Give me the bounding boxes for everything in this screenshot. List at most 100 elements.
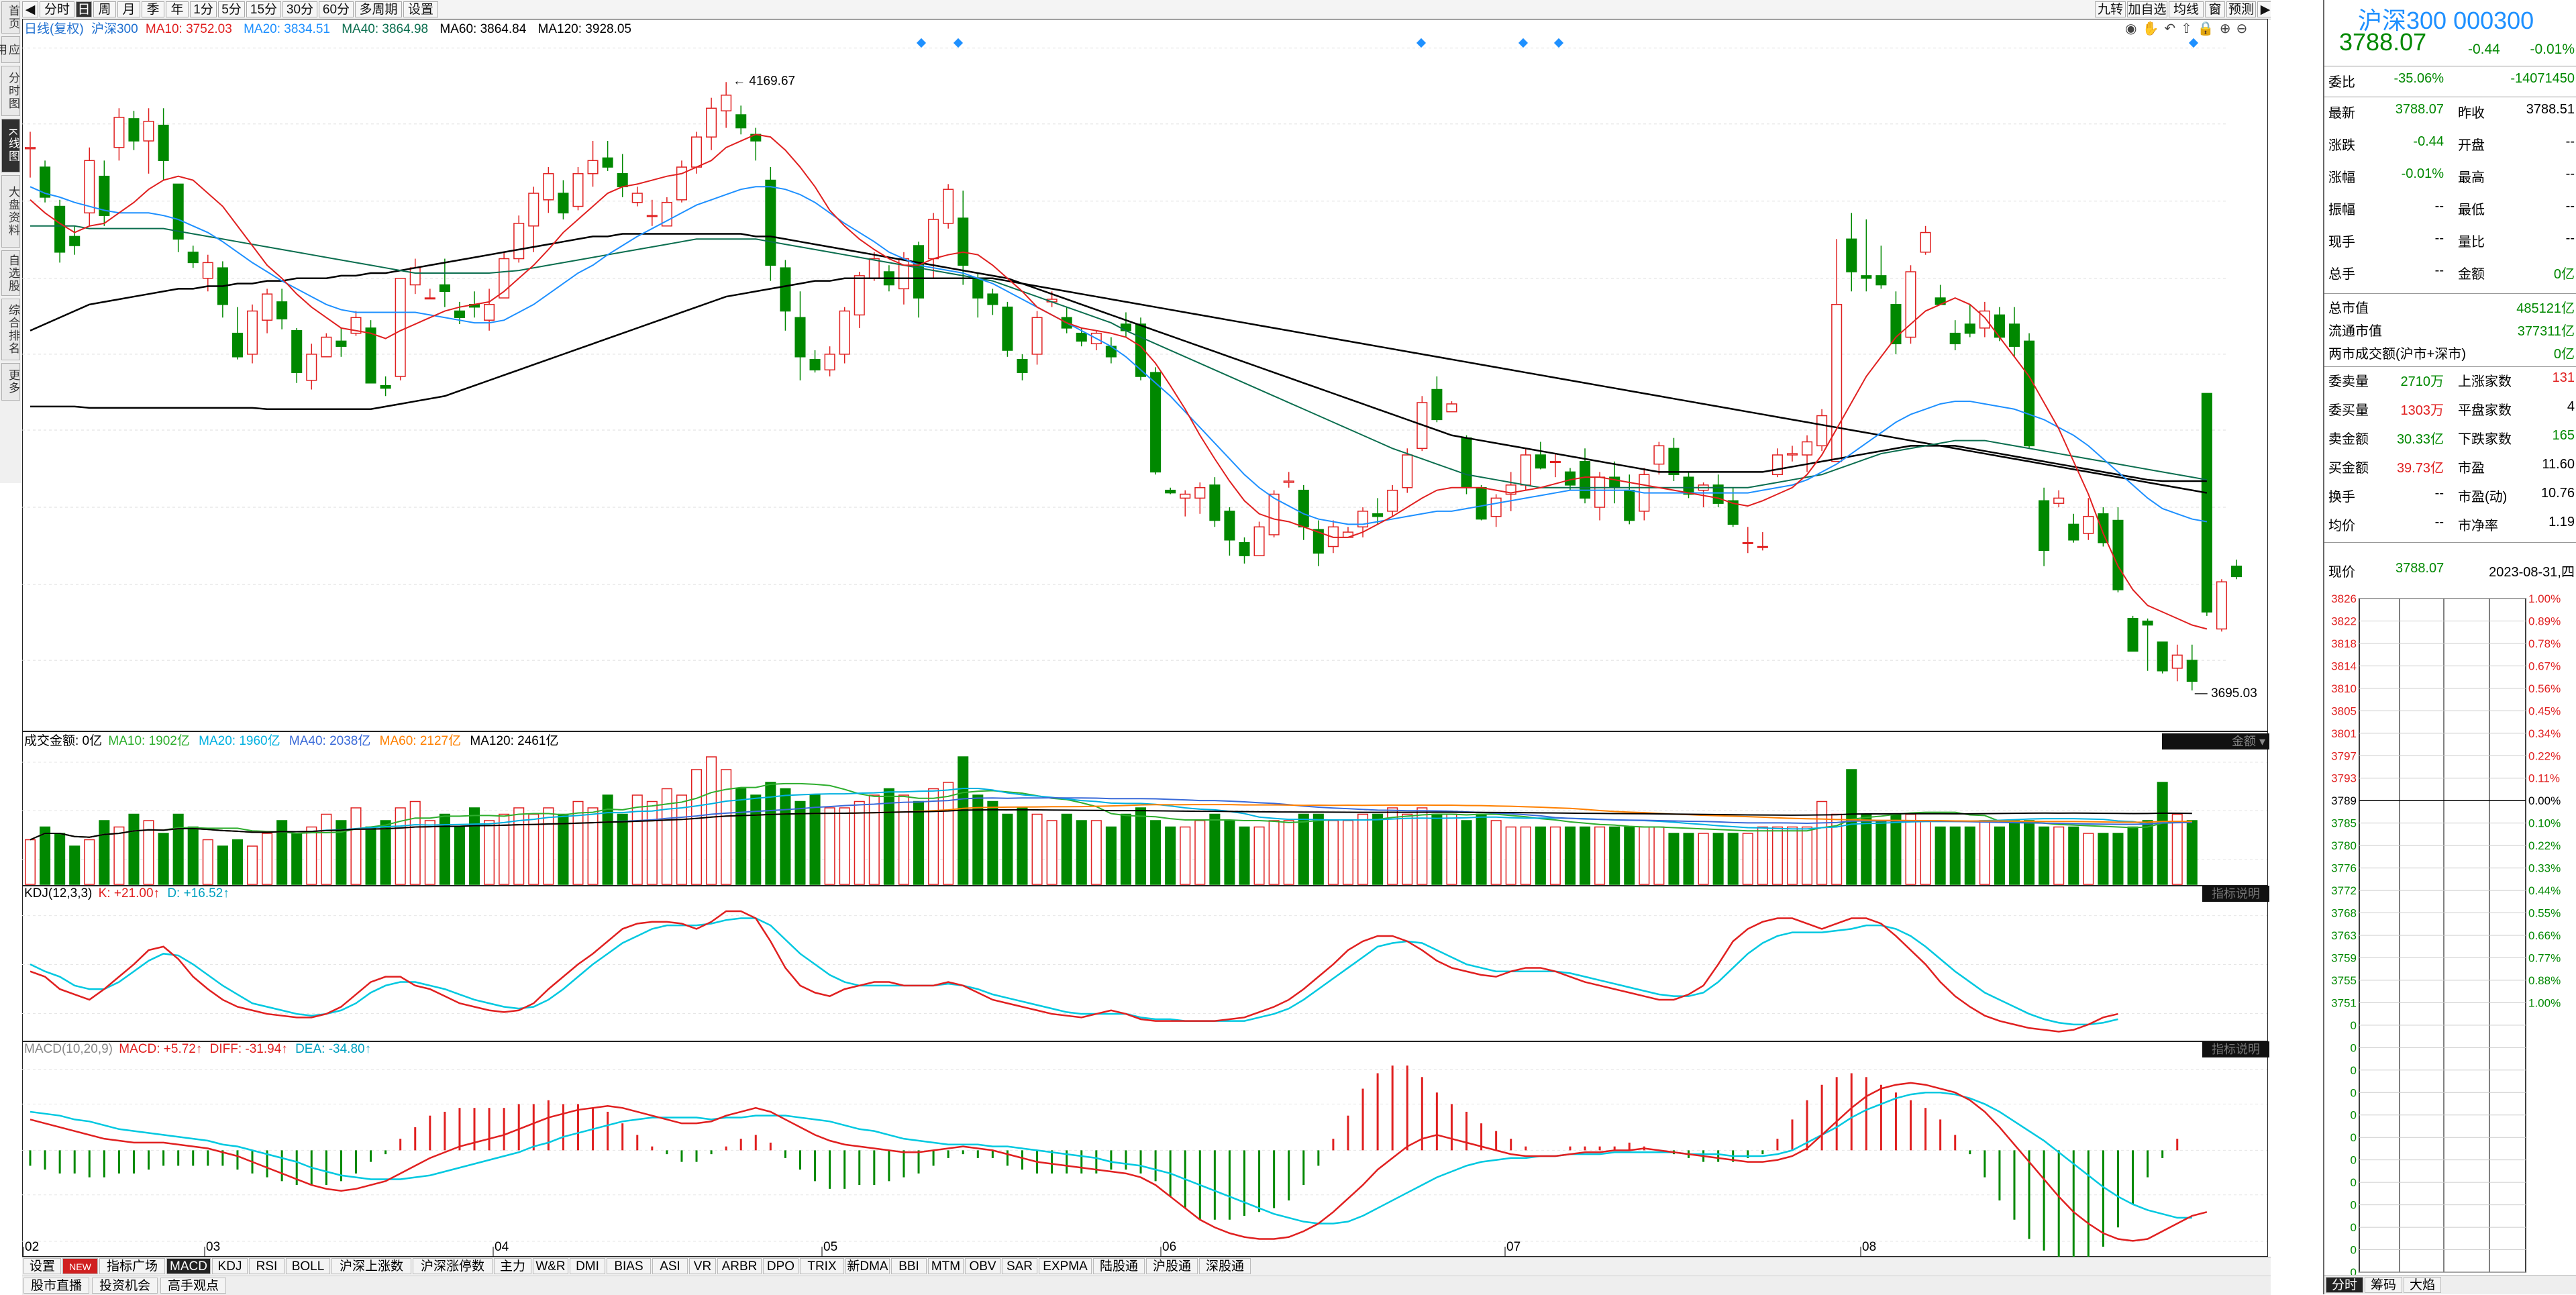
kline-chart[interactable]: 419641384079402039623904384537863728← 41… xyxy=(22,19,2271,1257)
indicator-tab-3[interactable]: MACD xyxy=(166,1258,211,1274)
indicator-tab-1[interactable]: NEW xyxy=(62,1258,98,1274)
indicator-tab-2[interactable]: 指标广场 xyxy=(99,1258,165,1274)
volume-bar xyxy=(1002,813,1013,885)
candle xyxy=(1846,238,1857,272)
quote-tab-2[interactable]: 大焰 xyxy=(2404,1277,2441,1293)
volume-bar xyxy=(943,782,954,885)
indicator-tab-25[interactable]: 沪股通 xyxy=(1146,1258,1198,1274)
period-3[interactable]: 月 xyxy=(117,1,140,17)
indicator-tab-23[interactable]: EXPMA xyxy=(1039,1258,1092,1274)
indicator-tab-18[interactable]: 新DMA xyxy=(845,1258,890,1274)
x-axis-label: 05 xyxy=(823,1240,837,1254)
amount-toggle-button[interactable]: 金额 ▾ xyxy=(2162,733,2269,749)
period-1[interactable]: 日 xyxy=(76,1,92,17)
menu-7[interactable]: 更多 xyxy=(1,363,20,401)
bottom-tab-0[interactable]: 股市直播 xyxy=(23,1278,89,1294)
event-marker[interactable] xyxy=(1416,38,1427,48)
ma120-line xyxy=(30,277,2208,494)
period-5[interactable]: 年 xyxy=(166,1,189,17)
event-marker[interactable] xyxy=(1553,38,1564,48)
indicator-tab-10[interactable]: W&R xyxy=(533,1258,568,1274)
period-4[interactable]: 季 xyxy=(142,1,164,17)
indicator-tab-13[interactable]: ASI xyxy=(652,1258,688,1274)
period-9[interactable]: 30分 xyxy=(282,1,317,17)
period-12[interactable]: 设置 xyxy=(403,1,438,17)
volume-bar xyxy=(1312,813,1324,885)
volume-bar xyxy=(1046,820,1058,885)
indicator-tab-24[interactable]: 陆股通 xyxy=(1093,1258,1145,1274)
trade-label: 市盈(动) xyxy=(2458,490,2508,505)
indicator-tab-7[interactable]: 沪深上涨数 xyxy=(331,1258,411,1274)
period-0[interactable]: 分时 xyxy=(40,1,74,17)
right-tool-4[interactable]: 预测 xyxy=(2226,1,2256,17)
indicator-tab-16[interactable]: DPO xyxy=(763,1258,798,1274)
menu-6[interactable]: 综合排名 xyxy=(1,299,20,360)
event-marker[interactable] xyxy=(953,38,964,48)
menu-1[interactable]: 应用 xyxy=(0,36,20,63)
indicator-tab-22[interactable]: SAR xyxy=(1002,1258,1037,1274)
candle xyxy=(1757,546,1768,548)
indicator-tab-17[interactable]: TRIX xyxy=(800,1258,844,1274)
right-tool-0[interactable]: 九转 xyxy=(2095,1,2126,17)
mini-price-tick: 3818 xyxy=(2331,637,2357,650)
bottom-tab-1[interactable]: 投资机会 xyxy=(92,1278,158,1294)
right-tool-1[interactable]: 加自选 xyxy=(2127,1,2167,17)
mini-price-tick: 3759 xyxy=(2331,951,2357,964)
kdj-explain-button[interactable]: 指标说明 xyxy=(2202,886,2269,902)
indicator-tab-21[interactable]: OBV xyxy=(965,1258,1000,1274)
quote-row: 现手 -- 量比 -- xyxy=(2328,231,2575,258)
candle xyxy=(735,114,747,129)
event-marker[interactable] xyxy=(916,38,927,48)
indicator-tab-4[interactable]: KDJ xyxy=(212,1258,248,1274)
indicator-tab-12[interactable]: BIAS xyxy=(607,1258,651,1274)
indicator-tab-15[interactable]: ARBR xyxy=(717,1258,762,1274)
volume-bar xyxy=(1920,820,1931,885)
prev-arrow-icon[interactable]: ◀ xyxy=(22,1,38,17)
menu-5[interactable]: 自选股 xyxy=(1,250,20,296)
indicator-tab-9[interactable]: 主力 xyxy=(494,1258,531,1274)
now-date: 2023-08-31,四 xyxy=(2489,565,2575,580)
candle xyxy=(1209,484,1221,521)
indicator-tab-8[interactable]: 沪深涨停数 xyxy=(413,1258,493,1274)
mini-pct-tick: 0.67% xyxy=(2528,660,2561,672)
volume-bar xyxy=(1490,820,1502,885)
indicator-tab-11[interactable]: DMI xyxy=(570,1258,605,1274)
indicator-tab-6[interactable]: BOLL xyxy=(286,1258,330,1274)
quote-tab-0[interactable]: 分时 xyxy=(2326,1277,2363,1293)
left-vertical-menu: 首页 应用分时图 K线图大盘资料自选股综合排名更多 xyxy=(0,0,23,483)
indicator-tab-14[interactable]: VR xyxy=(689,1258,716,1274)
volume-bar xyxy=(898,794,909,885)
menu-3[interactable]: K线图 xyxy=(1,119,20,172)
menu-0[interactable]: 首页 xyxy=(1,1,20,34)
event-marker[interactable] xyxy=(2188,38,2199,48)
bottom-tab-2[interactable]: 高手观点 xyxy=(160,1278,226,1294)
quote-tab-1[interactable]: 筹码 xyxy=(2365,1277,2402,1293)
kdj-k: K: +21.00↑ xyxy=(98,886,160,900)
period-10[interactable]: 60分 xyxy=(319,1,354,17)
period-6[interactable]: 1分 xyxy=(190,1,217,17)
right-tool-3[interactable]: 窗 xyxy=(2205,1,2225,17)
volume-bar xyxy=(1446,813,1457,885)
indicator-tab-5[interactable]: RSI xyxy=(249,1258,285,1274)
indicator-tab-19[interactable]: BBI xyxy=(891,1258,927,1274)
dea-value: DEA: -34.80↑ xyxy=(295,1042,372,1056)
mini-price-tick: 3789 xyxy=(2331,794,2357,807)
macd-explain-button[interactable]: 指标说明 xyxy=(2202,1041,2269,1057)
volume-bar xyxy=(1727,833,1739,885)
period-2[interactable]: 周 xyxy=(93,1,116,17)
menu-4[interactable]: 大盘资料 xyxy=(1,175,20,248)
macd-diff-line xyxy=(30,1082,2208,1242)
indicator-tab-0[interactable]: 设置 xyxy=(23,1258,61,1274)
chart-mini-icons[interactable]: ◉✋↶⇧🔒⊕⊖ xyxy=(2125,21,2253,36)
indicator-tab-26[interactable]: 深股通 xyxy=(1199,1258,1251,1274)
period-11[interactable]: 多周期 xyxy=(355,1,402,17)
period-7[interactable]: 5分 xyxy=(218,1,245,17)
menu-2[interactable]: 分时图 xyxy=(1,66,20,116)
volume-bar xyxy=(1372,813,1384,885)
indicator-tab-20[interactable]: MTM xyxy=(928,1258,964,1274)
candle xyxy=(1298,489,1309,528)
macd-value: MACD: +5.72↑ xyxy=(119,1042,203,1056)
event-marker[interactable] xyxy=(1518,38,1529,48)
right-tool-2[interactable]: 均线 xyxy=(2169,1,2204,17)
period-8[interactable]: 15分 xyxy=(246,1,281,17)
